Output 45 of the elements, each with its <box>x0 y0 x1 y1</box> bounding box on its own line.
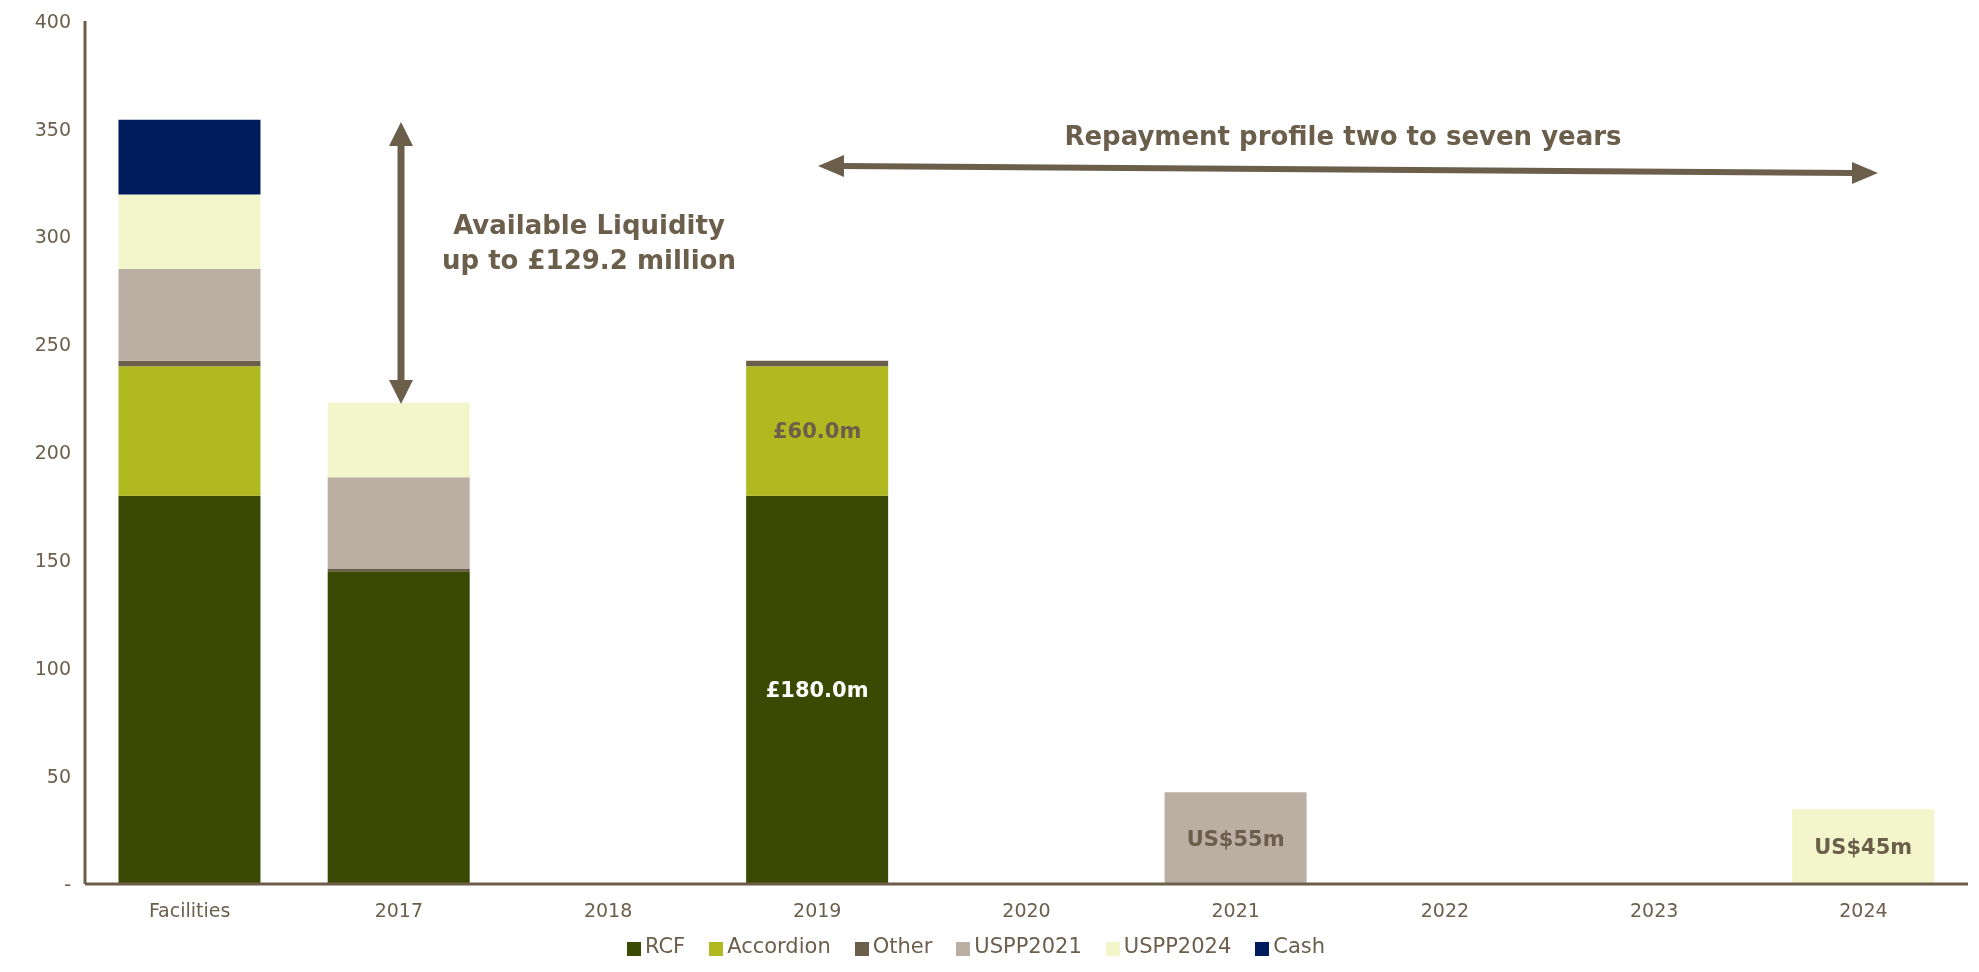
legend-label: RCF <box>644 934 686 958</box>
data-label: US$45m <box>1814 835 1913 860</box>
legend-label: Other <box>872 934 933 958</box>
bar <box>118 119 261 195</box>
x-tick-label: 2020 <box>1002 899 1051 922</box>
bar <box>118 495 261 884</box>
x-tick-label: 2022 <box>1420 899 1470 922</box>
bar <box>118 366 261 496</box>
annotation: Repayment profile two to seven years <box>1063 121 1623 151</box>
y-tick-label: 350 <box>34 117 71 140</box>
bar <box>746 366 889 496</box>
y-tick-label: 200 <box>34 441 71 464</box>
x-tick-label: 2024 <box>1839 899 1888 922</box>
data-label: US$55m <box>1186 826 1285 851</box>
bar <box>327 569 470 572</box>
bar <box>746 360 889 367</box>
y-tick-label: 300 <box>34 225 71 248</box>
x-tick-label: Facilities <box>148 899 231 922</box>
x-tick-label: 2017 <box>374 899 424 922</box>
bar <box>1164 792 1307 884</box>
legend-label: Accordion <box>727 934 831 958</box>
bar <box>118 194 261 270</box>
bar <box>118 360 261 367</box>
bar <box>118 269 261 361</box>
x-tick-label: 2018 <box>583 899 633 922</box>
y-tick-label: 100 <box>34 656 71 679</box>
bar <box>1792 809 1935 884</box>
legend-label: Cash <box>1273 934 1326 958</box>
bar <box>746 495 889 884</box>
legend-label: USPP2021 <box>974 934 1082 958</box>
y-tick-label: - <box>64 872 71 895</box>
x-tick-label: 2019 <box>793 899 842 922</box>
x-tick-label: 2023 <box>1629 899 1679 922</box>
bar <box>327 571 470 884</box>
legend-label: USPP2024 <box>1123 934 1232 958</box>
y-tick-label: 400 <box>34 9 71 32</box>
data-label: £180.0m <box>765 678 869 703</box>
y-tick-label: 50 <box>46 764 71 787</box>
y-tick-label: 250 <box>34 333 71 356</box>
bar <box>327 402 470 478</box>
annotation: Available Liquidity up to £129.2 million <box>441 209 737 277</box>
data-label: £60.0m <box>772 419 862 444</box>
x-tick-label: 2021 <box>1211 899 1260 922</box>
y-tick-label: 150 <box>34 549 71 572</box>
bar <box>327 477 470 570</box>
